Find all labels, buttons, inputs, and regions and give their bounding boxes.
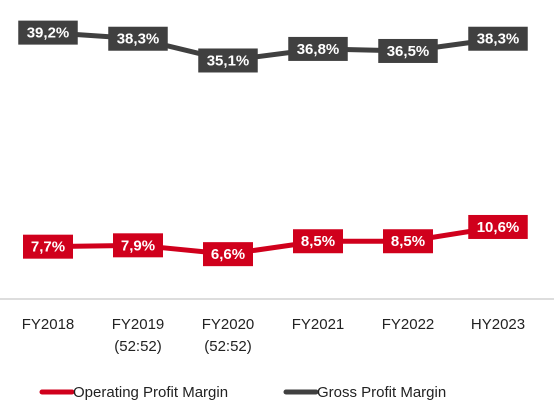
data-label: 6,6% [211,246,245,263]
data-label: 36,5% [387,43,430,60]
data-label: 38,3% [117,31,160,48]
data-label-box [293,229,343,254]
data-label-box [18,20,78,45]
data-label: 36,8% [297,41,340,58]
data-label-box [198,48,258,73]
data-label-box [378,38,438,63]
data-label: 8,5% [391,233,425,250]
x-tick-label: FY2021 [292,316,345,333]
legend-label: Gross Profit Margin [317,384,446,401]
data-label: 8,5% [301,233,335,250]
data-label: 35,1% [207,52,250,69]
x-tick-label: HY2023 [471,316,525,333]
data-label: 7,9% [121,237,155,254]
data-label-box [288,36,348,61]
data-label-box [468,214,528,239]
x-tick-label: FY2022 [382,316,435,333]
legend-label: Operating Profit Margin [73,384,228,401]
data-label-box [383,229,433,254]
data-label-box [113,233,163,258]
data-label: 39,2% [27,25,70,42]
x-tick-label: FY2019 (52:52) [112,316,165,355]
data-label: 7,7% [31,239,65,256]
data-label: 38,3% [477,31,520,48]
data-label-box [203,242,253,267]
data-label: 10,6% [477,219,520,236]
data-label-box [468,26,528,51]
data-label-box [23,234,73,259]
x-tick-label: FY2018 [22,316,75,333]
x-tick-label: FY2020 (52:52) [202,316,255,355]
data-label-box [108,26,168,51]
